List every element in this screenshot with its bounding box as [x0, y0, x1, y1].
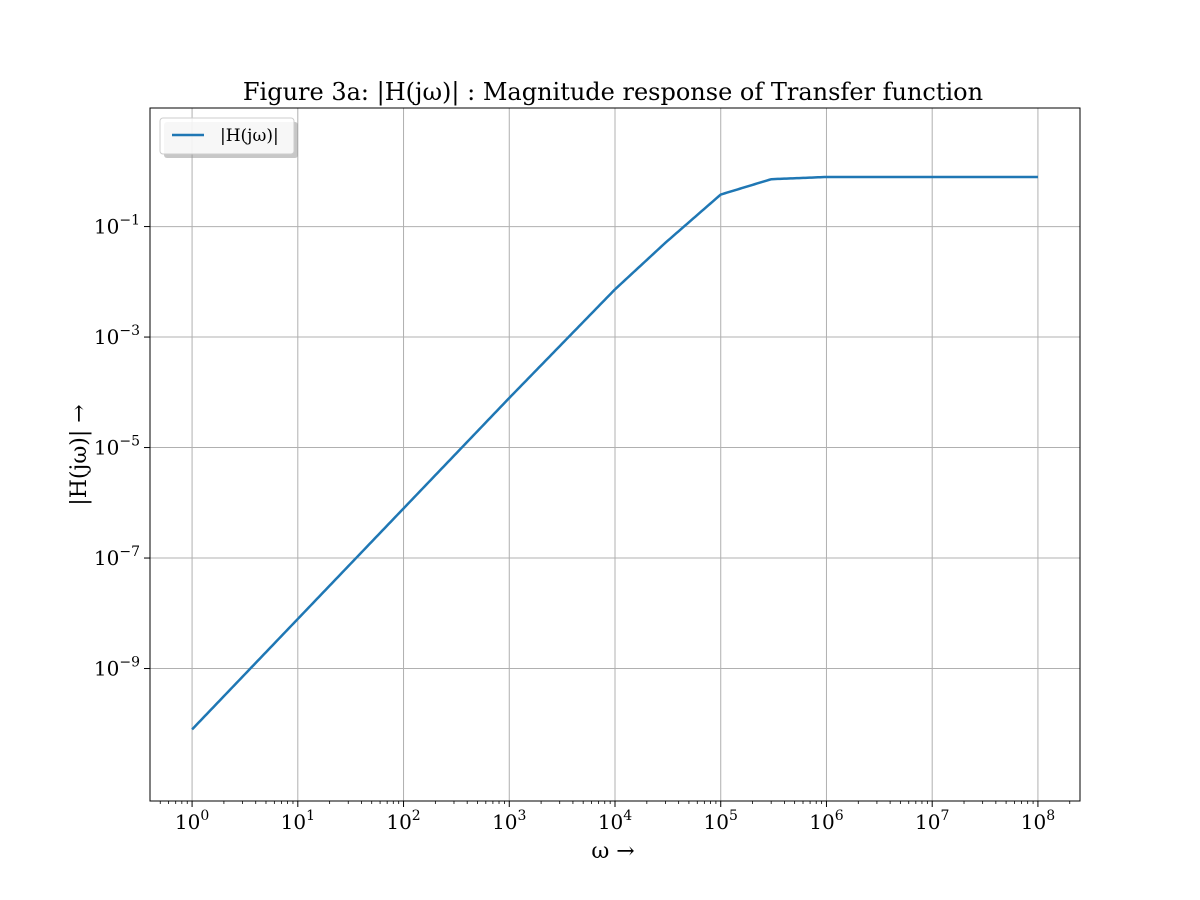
y-tick-label: 10−1	[94, 213, 140, 239]
x-tick-label: 104	[598, 808, 632, 834]
y-tick-label: 10−3	[94, 323, 140, 349]
legend-box	[159, 117, 295, 155]
y-axis-label: |H(jω)| →	[67, 404, 92, 505]
chart-title: Figure 3a: |H(jω)| : Magnitude response …	[243, 78, 983, 107]
y-tick-label: 10−7	[94, 544, 140, 570]
series-line	[191, 175, 1038, 731]
y-tick-labels: 10−1 10−3 10−5 10−7 10−9	[94, 213, 140, 681]
legend-label: |H(jω)|	[220, 126, 279, 146]
x-tick-label: 106	[809, 808, 843, 834]
x-tick-label: 100	[175, 808, 209, 834]
y-tick-label: 10−5	[94, 434, 140, 460]
x-tick-labels: 100 101 102 103 104 105 106 107 108	[175, 808, 1055, 834]
grid	[150, 108, 1080, 801]
x-tick-label: 108	[1021, 808, 1055, 834]
x-tick-label: 101	[281, 808, 315, 834]
x-tick-label: 107	[915, 808, 949, 834]
x-tick-label: 103	[492, 808, 526, 834]
x-tick-label: 105	[704, 808, 738, 834]
x-tick-label: 102	[386, 808, 420, 834]
x-axis-label: ω →	[591, 839, 634, 864]
tick-marks	[144, 226, 1071, 807]
legend: |H(jω)|	[159, 117, 298, 158]
series-layer	[191, 175, 1038, 731]
y-tick-label: 10−9	[94, 655, 140, 681]
